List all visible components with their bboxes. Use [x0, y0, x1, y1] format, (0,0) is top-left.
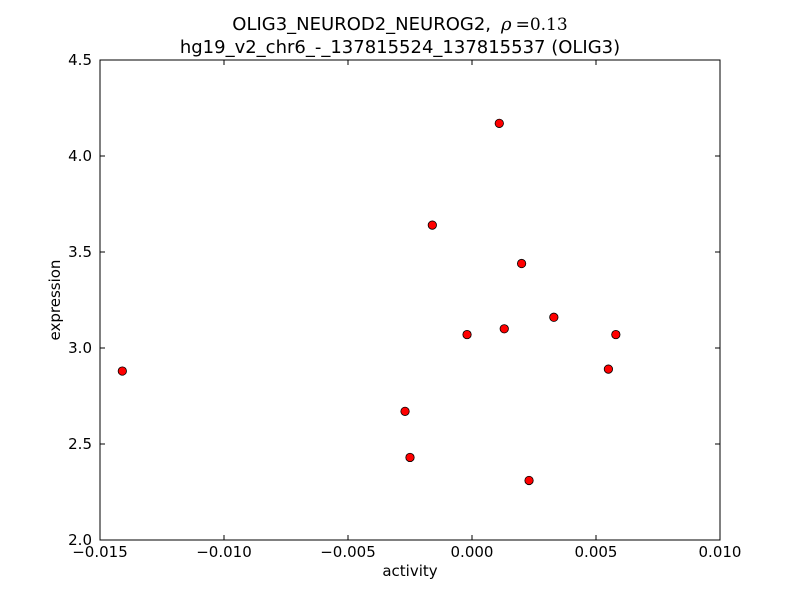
chart-title: OLIG3_NEUROD2_NEUROG2, ρ =0.13	[232, 14, 567, 35]
y-tick-label: 2.5	[68, 435, 92, 453]
scatter-point	[516, 258, 527, 269]
x-tick-label: −0.015	[72, 543, 128, 561]
y-axis-label: expression	[46, 260, 64, 341]
scatter-point	[405, 452, 415, 463]
y-tick-label: 4.0	[68, 147, 92, 165]
x-tick-label: −0.005	[320, 543, 376, 561]
chart-title-rho-value: =0.13	[516, 15, 568, 35]
scatter-point	[427, 220, 437, 230]
y-tick-label: 3.0	[68, 339, 92, 357]
scatter-point	[499, 324, 509, 334]
chart-title-rho: ρ	[500, 14, 512, 35]
scatter-point	[603, 364, 614, 374]
x-tick-label: 0.010	[699, 543, 742, 561]
chart-title-prefix: OLIG3_NEUROD2_NEUROG2,	[232, 14, 491, 35]
x-tick-label: 0.005	[575, 543, 618, 561]
x-tick-label: 0.000	[451, 543, 494, 561]
scatter-point	[494, 118, 504, 128]
scatter-point	[462, 329, 472, 340]
x-tick-label: −0.010	[196, 543, 252, 561]
x-axis-label: activity	[382, 562, 437, 580]
scatter-point	[611, 329, 621, 340]
scatter-point	[117, 366, 127, 376]
chart-subtitle: hg19_v2_chr6_-_137815524_137815537 (OLIG…	[180, 37, 620, 58]
data-points	[117, 118, 621, 486]
scatter-point	[549, 312, 559, 322]
y-tick-label: 4.5	[68, 51, 92, 69]
y-tick-label: 2.0	[68, 531, 92, 549]
scatter-point	[400, 406, 410, 416]
y-tick-label: 3.5	[68, 243, 92, 261]
scatter-point	[524, 475, 534, 486]
plot-area	[99, 59, 721, 541]
axis-ticks: −0.015 −0.010 −0.005 0.000 0.005 0.010 2.0 2.5 3…	[68, 51, 741, 561]
